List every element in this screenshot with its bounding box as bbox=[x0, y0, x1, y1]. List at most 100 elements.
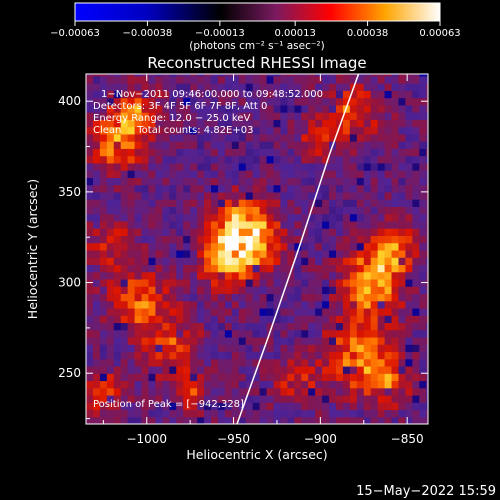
heatmap-cell bbox=[106, 141, 115, 149]
heatmap-cell bbox=[238, 112, 247, 120]
heatmap-cell bbox=[266, 228, 275, 236]
heatmap-cell bbox=[197, 336, 205, 345]
heatmap-cell bbox=[155, 191, 163, 200]
heatmap-cell bbox=[280, 97, 288, 106]
heatmap-cell bbox=[217, 322, 226, 331]
heatmap-cell bbox=[224, 213, 233, 222]
heatmap-cell bbox=[204, 155, 212, 164]
heatmap-cell bbox=[99, 402, 108, 411]
heatmap-cell bbox=[210, 264, 219, 273]
heatmap-cell bbox=[148, 90, 157, 99]
heatmap-cell bbox=[266, 394, 275, 403]
heatmap-cell bbox=[370, 286, 379, 295]
heatmap-cell bbox=[141, 249, 150, 258]
heatmap-cell bbox=[356, 184, 365, 193]
heatmap-cell bbox=[197, 351, 205, 360]
heatmap-cell bbox=[210, 286, 219, 295]
heatmap-cell bbox=[245, 387, 254, 396]
heatmap-cell bbox=[190, 257, 198, 266]
heatmap-cell bbox=[162, 162, 170, 171]
heatmap-cell bbox=[169, 358, 177, 367]
heatmap-cell bbox=[266, 148, 275, 157]
heatmap-cell bbox=[176, 162, 184, 171]
heatmap-cell bbox=[342, 141, 351, 149]
heatmap-cell bbox=[266, 336, 275, 345]
heatmap-cell bbox=[280, 322, 288, 331]
heatmap-cell bbox=[134, 162, 143, 171]
heatmap-cell bbox=[329, 322, 337, 331]
heatmap-cell bbox=[127, 249, 136, 258]
heatmap-cell bbox=[426, 104, 428, 113]
heatmap-cell bbox=[86, 300, 94, 309]
heatmap-cell bbox=[259, 351, 268, 360]
heatmap-cell bbox=[252, 119, 261, 128]
heatmap-cell bbox=[183, 278, 191, 287]
heatmap-cell bbox=[224, 83, 233, 91]
heatmap-cell bbox=[412, 402, 420, 411]
heatmap-cell bbox=[301, 206, 309, 215]
heatmap-cell bbox=[398, 409, 407, 418]
heatmap-cell bbox=[106, 170, 115, 178]
heatmap-cell bbox=[412, 126, 420, 135]
heatmap-cell bbox=[349, 409, 358, 418]
heatmap-cell bbox=[377, 358, 386, 367]
heatmap-cell bbox=[335, 235, 344, 244]
heatmap-cell bbox=[301, 416, 309, 424]
heatmap-cell bbox=[391, 220, 400, 229]
heatmap-cell bbox=[197, 206, 205, 215]
heatmap-cell bbox=[287, 373, 295, 382]
heatmap-cell bbox=[99, 126, 108, 135]
heatmap-cell bbox=[322, 119, 330, 128]
heatmap-cell bbox=[335, 75, 344, 84]
heatmap-cell bbox=[245, 83, 254, 91]
heatmap-cell bbox=[280, 228, 288, 236]
heatmap-cell bbox=[197, 97, 205, 106]
heatmap-cell bbox=[294, 264, 302, 273]
heatmap-cell bbox=[190, 170, 198, 178]
heatmap-cell bbox=[245, 358, 254, 367]
heatmap-cell bbox=[204, 271, 212, 280]
x-tick-label: −850 bbox=[391, 432, 424, 446]
heatmap-cell bbox=[398, 83, 407, 91]
heatmap-cell bbox=[356, 133, 365, 142]
heatmap-cell bbox=[315, 191, 323, 200]
heatmap-cell bbox=[308, 97, 316, 106]
heatmap-cell bbox=[322, 199, 330, 207]
heatmap-cell bbox=[273, 97, 282, 106]
heatmap-cell bbox=[370, 358, 379, 367]
heatmap-cell bbox=[259, 409, 268, 418]
heatmap-cell bbox=[113, 351, 122, 360]
heatmap-cell bbox=[113, 249, 122, 258]
heatmap-cell bbox=[231, 97, 240, 106]
heatmap-cell bbox=[148, 170, 157, 178]
heatmap-cell bbox=[217, 75, 226, 84]
heatmap-cell bbox=[162, 148, 170, 157]
heatmap-cell bbox=[155, 409, 163, 418]
heatmap-cell bbox=[356, 257, 365, 266]
heatmap-cell bbox=[426, 264, 428, 273]
heatmap-cell bbox=[405, 351, 413, 360]
heatmap-cell bbox=[245, 286, 254, 295]
heatmap-cell bbox=[190, 402, 198, 411]
heatmap-cell bbox=[335, 358, 344, 367]
heatmap-cell bbox=[266, 271, 275, 280]
heatmap-cell bbox=[113, 242, 122, 251]
heatmap-cell bbox=[169, 112, 177, 120]
heatmap-cell bbox=[384, 235, 393, 244]
heatmap-cell bbox=[120, 336, 129, 345]
heatmap-cell bbox=[141, 344, 150, 353]
heatmap-cell bbox=[141, 104, 150, 113]
heatmap-cell bbox=[141, 394, 150, 403]
heatmap-cell bbox=[301, 148, 309, 157]
heatmap-cell bbox=[294, 141, 302, 149]
heatmap-cell bbox=[322, 220, 330, 229]
heatmap-cell bbox=[252, 387, 261, 396]
heatmap-cell bbox=[384, 133, 393, 142]
heatmap-cell bbox=[113, 402, 122, 411]
heatmap-cell bbox=[349, 126, 358, 135]
heatmap-cell bbox=[99, 373, 108, 382]
heatmap-cell bbox=[162, 336, 170, 345]
heatmap-cell bbox=[106, 344, 115, 353]
heatmap-cell bbox=[405, 307, 413, 316]
heatmap-cell bbox=[384, 220, 393, 229]
